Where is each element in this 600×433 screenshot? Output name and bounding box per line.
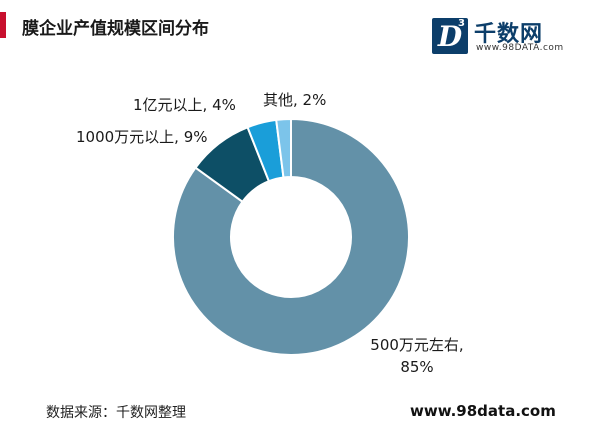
donut-label-2: 1亿元以上, 4%: [133, 96, 236, 114]
logo-name: 千数网: [474, 22, 544, 47]
donut-label-3: 其他, 2%: [263, 91, 326, 109]
logo-url: www.98DATA.com: [476, 43, 564, 53]
logo-mark-letter: D: [437, 20, 463, 53]
website-link[interactable]: www.98data.com: [410, 402, 556, 420]
title-accent-bar: [0, 12, 6, 38]
donut-slices: [172, 117, 410, 356]
brand-logo[interactable]: D 3 千数网 www.98DATA.com: [424, 14, 584, 58]
logo-mark-icon: D 3: [432, 18, 468, 54]
donut-label-0: 500万元左右, 85%: [370, 336, 463, 376]
donut-label-1: 1000万元以上, 9%: [76, 128, 208, 146]
donut-slice-0[interactable]: [172, 117, 410, 356]
donut-labels: 500万元左右, 85% 1000万元以上, 9% 1亿元以上, 4% 其他, 2%: [76, 91, 464, 376]
data-source: 数据来源：千数网整理: [46, 405, 186, 421]
donut-slice-3[interactable]: [275, 117, 292, 179]
logo-mark-superscript: 3: [458, 18, 465, 29]
chart-title: 膜企业产值规模区间分布: [22, 19, 209, 39]
